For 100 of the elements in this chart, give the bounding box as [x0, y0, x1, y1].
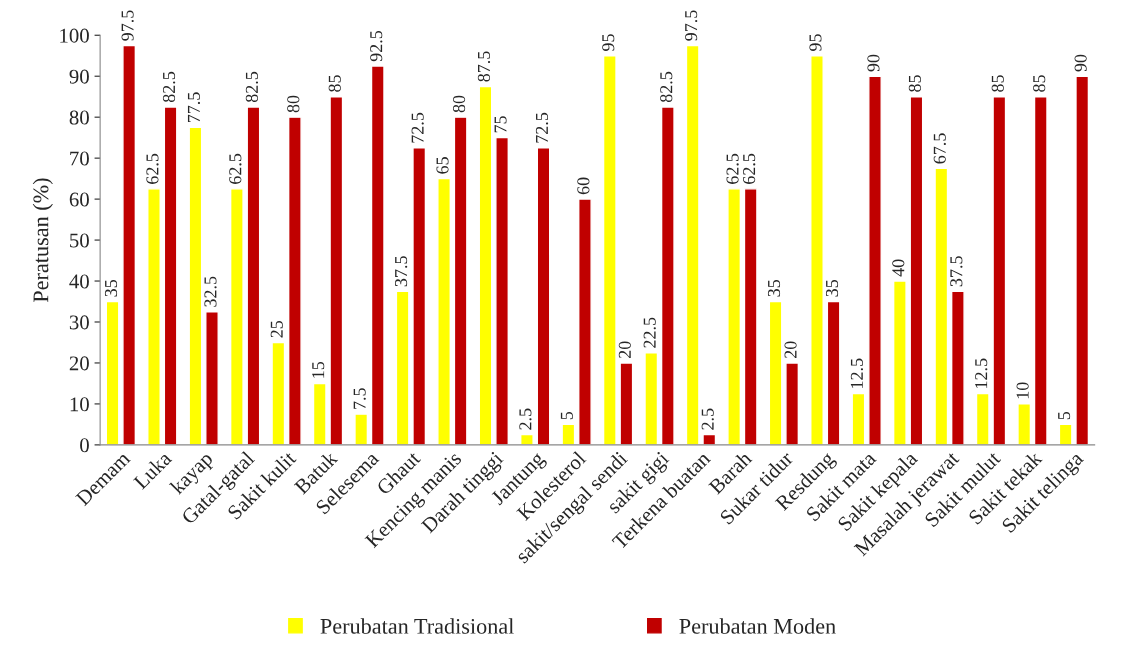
bar	[122, 44, 137, 445]
data-label: 82.5	[660, 71, 673, 103]
data-label: 90	[867, 54, 880, 72]
data-label: 97.5	[685, 10, 698, 41]
y-tick-label: 70	[70, 151, 89, 166]
bar	[602, 55, 617, 445]
y-tick-label: 20	[69, 356, 89, 371]
data-label: 2.5	[519, 408, 532, 430]
y-tick-label: 100	[60, 28, 89, 43]
data-label: 5	[1058, 411, 1071, 420]
data-label: 72.5	[411, 112, 424, 143]
bar	[868, 75, 882, 445]
bar	[105, 300, 120, 445]
data-label: 82.5	[162, 71, 176, 103]
y-tick-label: 40	[69, 274, 89, 289]
bar	[660, 106, 675, 445]
bar	[437, 177, 451, 445]
data-label: 67.5	[933, 133, 946, 164]
bar	[147, 188, 161, 445]
data-label: 97.5	[121, 10, 134, 41]
data-label: 20	[618, 341, 631, 358]
bar	[163, 106, 178, 445]
y-tick-label: 80	[69, 110, 89, 125]
data-label: 62.5	[146, 153, 159, 184]
data-label: 75	[494, 116, 507, 133]
bar	[495, 136, 509, 445]
bar	[892, 280, 907, 445]
data-label: 37.5	[395, 256, 408, 287]
bar	[727, 188, 742, 445]
data-label: 2.5	[701, 408, 714, 430]
bar	[453, 116, 468, 445]
y-tick-label: 60	[69, 192, 89, 207]
data-label: 25	[270, 320, 283, 338]
bar	[370, 65, 385, 445]
bar	[561, 423, 576, 445]
data-label: 65	[436, 157, 449, 174]
bar	[1075, 75, 1090, 445]
data-label: 37.5	[950, 256, 963, 287]
bar	[246, 106, 261, 445]
bar	[909, 95, 924, 445]
bar	[205, 311, 219, 445]
bar	[702, 433, 717, 445]
bar	[685, 44, 700, 445]
data-label: 85	[1033, 75, 1046, 92]
data-label: 32.5	[204, 276, 217, 307]
data-label: 77.5	[187, 92, 201, 123]
bar	[644, 352, 659, 445]
y-tick-label: 10	[70, 397, 89, 412]
data-label: 62.5	[726, 153, 739, 184]
bar	[785, 362, 800, 445]
data-label: 85	[991, 75, 1004, 92]
data-label: 87.5	[477, 51, 491, 82]
bar	[271, 341, 286, 445]
bar	[950, 290, 965, 445]
data-label: 12.5	[850, 358, 864, 388]
bar	[478, 85, 493, 445]
bar	[229, 188, 244, 445]
bar	[743, 188, 758, 445]
data-label: 35	[767, 279, 781, 297]
bar	[934, 167, 949, 445]
data-label: 35	[825, 279, 839, 297]
bar	[188, 126, 203, 445]
bar	[810, 55, 824, 445]
data-label: 80	[287, 95, 300, 113]
bar	[329, 95, 344, 445]
bar	[619, 362, 634, 445]
data-label: 10	[1016, 382, 1029, 399]
bar	[354, 413, 369, 445]
bar	[536, 147, 551, 445]
bar	[851, 392, 866, 445]
bar	[520, 433, 534, 445]
bar	[1017, 403, 1032, 445]
legend-label: Perubatan Moden	[679, 618, 836, 634]
bar	[312, 382, 327, 445]
y-tick-label: 50	[70, 233, 89, 248]
y-tick-label: 90	[69, 69, 89, 84]
data-label: 15	[312, 361, 325, 378]
data-label: 20	[784, 341, 797, 358]
y-tick-label: 30	[69, 315, 89, 330]
data-label: 82.5	[245, 71, 259, 103]
data-label: 90	[1074, 54, 1087, 72]
data-label: 60	[577, 177, 590, 195]
data-label: 95	[602, 34, 615, 51]
data-label: 62.5	[229, 153, 242, 184]
bar	[992, 95, 1007, 445]
bar	[1058, 423, 1073, 445]
data-label: 22.5	[643, 317, 656, 348]
bar	[826, 300, 841, 445]
data-label: 85	[908, 75, 921, 92]
data-label: 72.5	[535, 112, 549, 143]
data-label: 5	[560, 411, 573, 420]
data-label: 85	[328, 75, 341, 92]
y-tick-label: 0	[80, 438, 89, 453]
bar	[1033, 95, 1048, 445]
legend-label: Perubatan Tradisional	[320, 618, 514, 634]
data-label: 80	[452, 95, 466, 113]
data-label: 92.5	[370, 30, 383, 62]
data-label: 35	[104, 279, 118, 297]
bar	[287, 116, 302, 445]
bar	[412, 147, 427, 445]
